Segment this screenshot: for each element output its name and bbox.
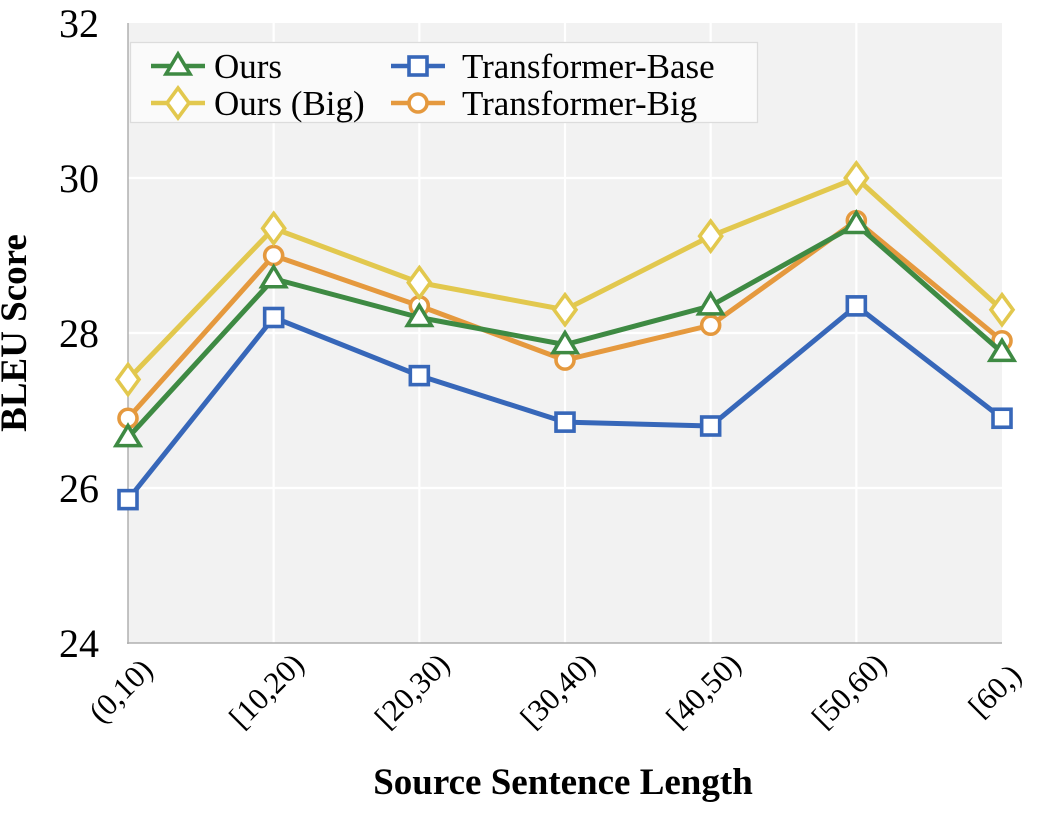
series-marker-ours [258, 263, 289, 289]
series-marker-ours-big [697, 218, 724, 255]
series-marker-transformer-base [117, 488, 139, 511]
legend-marker-ours [162, 50, 194, 76]
y-tick-label: 28 [59, 311, 99, 356]
legend-marker-transformer-base [407, 55, 429, 77]
series-marker-ours [404, 302, 435, 328]
legend-label: Transformer-Base [462, 47, 715, 86]
series-ours-big [114, 159, 1016, 398]
y-tick-label: 24 [59, 621, 99, 666]
series-marker-transformer-base [262, 306, 285, 329]
y-tick-label: 26 [59, 466, 99, 511]
series-marker-ours-big [551, 291, 579, 328]
legend-item-transformer-base: Transformer-Base [391, 47, 715, 86]
series-marker-ours [695, 290, 726, 316]
series-marker-transformer-base [991, 407, 1013, 430]
legend-marker-transformer-big [407, 92, 429, 114]
legend-item-transformer-big: Transformer-Big [391, 84, 697, 123]
series-marker-transformer-base [699, 415, 722, 437]
series-marker-ours [112, 422, 144, 448]
series-marker-ours [841, 209, 872, 235]
series-marker-ours [549, 329, 581, 355]
series-marker-ours-big [406, 264, 433, 301]
series-marker-ours-big [114, 361, 142, 398]
series-marker-transformer-base [845, 295, 868, 317]
legend-label: Ours (Big) [214, 84, 365, 123]
series-transformer-base [117, 295, 1013, 511]
legend-box [129, 41, 759, 124]
series-marker-transformer-base [554, 411, 576, 433]
y-tick-label: 32 [59, 1, 99, 46]
x-axis-title: Source Sentence Length [373, 762, 753, 803]
series-marker-ours-big [260, 210, 287, 247]
y-axis-title: BLEU Score [0, 234, 35, 432]
legend-label: Ours [214, 47, 282, 86]
chart-labels-layer: BLEU Score Source Sentence Length [0, 234, 753, 803]
series-ours [112, 209, 1018, 448]
series-marker-ours-big [988, 291, 1016, 328]
legend-item-ours-big: Ours (Big) [151, 84, 365, 123]
y-tick-label: 30 [59, 156, 99, 201]
series-marker-transformer-big [262, 244, 285, 267]
series-marker-transformer-big [699, 314, 722, 337]
series-marker-transformer-base [408, 364, 431, 387]
series-marker-ours-big [843, 159, 870, 197]
legend-label: Transformer-Big [462, 84, 697, 123]
series-marker-ours [986, 336, 1018, 363]
legend-marker-ours-big [164, 84, 192, 122]
legend-item-ours: Ours [151, 47, 282, 86]
